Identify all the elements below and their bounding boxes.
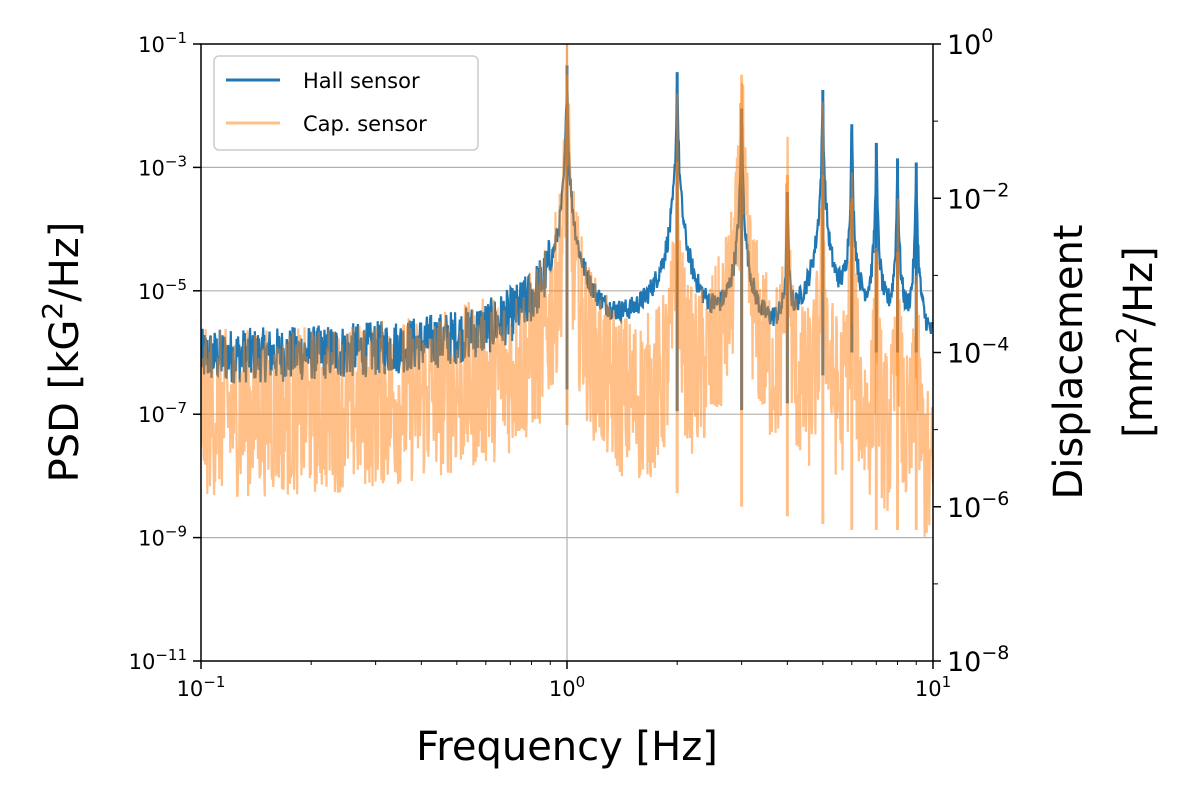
y-axis-left-title: PSD [kG2/Hz] [36,222,88,483]
y-right-tick-label: 10−2 [947,179,1009,215]
y-left-tick-label: 10−11 [129,646,187,674]
y-axis-left-ticks: 10−1 10−3 10−5 10−7 10−9 10−11 [129,29,201,674]
legend-label-hall: Hall sensor [303,69,420,93]
y-right-tick-label: 100 [947,25,993,61]
y-right-tick-label: 10−6 [947,488,1009,524]
y-left-tick-label: 10−1 [138,29,187,57]
y-axis-right-title-line1: Displacement [1046,225,1092,500]
x-tick-label: 100 [549,673,585,701]
x-axis-ticks: 10−1 100 101 [177,661,951,701]
x-axis-title: Frequency [Hz] [416,724,718,770]
y-right-tick-label: 10−4 [947,334,1009,370]
y-left-tick-label: 10−9 [138,523,187,551]
legend-label-cap: Cap. sensor [303,112,427,136]
series-line-cap-sensor [201,44,933,537]
y-left-tick-label: 10−7 [138,399,187,427]
y-axis-right-ticks: 100 10−2 10−4 10−6 10−8 [933,25,1009,678]
legend: Hall sensor Cap. sensor [213,55,479,151]
y-axis-right-title-line2: [mm2/Hz] [1110,246,1162,438]
y-left-tick-label: 10−5 [138,276,187,304]
x-tick-label: 101 [915,673,951,701]
series-layer [201,44,933,537]
y-right-tick-label: 10−8 [947,642,1009,678]
y-left-tick-label: 10−3 [138,152,187,180]
x-tick-label: 10−1 [177,673,226,701]
